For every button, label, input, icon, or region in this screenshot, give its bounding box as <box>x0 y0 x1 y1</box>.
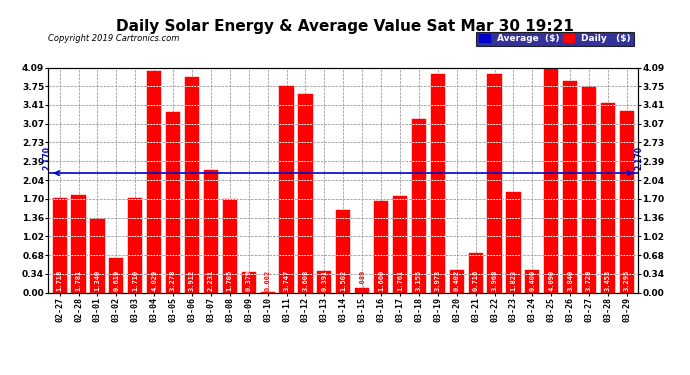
Text: 1.340: 1.340 <box>95 270 101 291</box>
Bar <box>469 253 483 292</box>
Text: 3.728: 3.728 <box>586 270 592 291</box>
Text: 0.391: 0.391 <box>322 270 327 291</box>
Bar <box>279 86 294 292</box>
Text: 0.002: 0.002 <box>265 270 270 291</box>
Text: 3.453: 3.453 <box>605 270 611 291</box>
Text: 0.400: 0.400 <box>529 270 535 291</box>
Bar <box>506 192 520 292</box>
Text: 2.170: 2.170 <box>635 146 644 170</box>
Bar <box>72 195 86 292</box>
Bar <box>90 219 105 292</box>
Text: 3.973: 3.973 <box>435 270 441 291</box>
Text: 3.968: 3.968 <box>491 270 497 291</box>
Legend: Average  ($), Daily   ($): Average ($), Daily ($) <box>477 32 633 46</box>
Text: 1.761: 1.761 <box>397 270 403 291</box>
Text: 0.716: 0.716 <box>473 270 479 291</box>
Text: 1.660: 1.660 <box>378 270 384 291</box>
Bar <box>298 94 313 292</box>
Bar <box>166 112 180 292</box>
Text: 0.089: 0.089 <box>359 270 365 291</box>
Text: 0.379: 0.379 <box>246 270 252 291</box>
Text: 1.781: 1.781 <box>75 270 81 291</box>
Bar <box>393 196 407 292</box>
Bar <box>374 201 388 292</box>
Text: 3.608: 3.608 <box>302 270 308 291</box>
Bar <box>431 74 445 292</box>
Bar <box>52 198 67 292</box>
Bar <box>128 198 142 292</box>
Bar <box>147 71 161 292</box>
Bar <box>412 119 426 292</box>
Text: 0.402: 0.402 <box>454 270 460 291</box>
Bar <box>563 81 578 292</box>
Text: 4.029: 4.029 <box>151 270 157 291</box>
Bar <box>223 199 237 292</box>
Text: 0.619: 0.619 <box>113 270 119 291</box>
Bar <box>109 258 124 292</box>
Text: 3.912: 3.912 <box>189 270 195 291</box>
Text: 1.710: 1.710 <box>132 270 138 291</box>
Text: 3.278: 3.278 <box>170 270 176 291</box>
Bar <box>487 74 502 292</box>
Bar <box>544 68 558 292</box>
Text: 2.231: 2.231 <box>208 270 214 291</box>
Text: 3.155: 3.155 <box>416 270 422 291</box>
Bar <box>241 272 256 292</box>
Text: 3.747: 3.747 <box>284 270 290 291</box>
Text: 1.823: 1.823 <box>511 270 516 291</box>
Text: Copyright 2019 Cartronics.com: Copyright 2019 Cartronics.com <box>48 34 179 43</box>
Bar <box>185 77 199 292</box>
Bar <box>525 270 540 292</box>
Text: 4.090: 4.090 <box>549 270 554 291</box>
Bar <box>601 102 615 292</box>
Text: 1.705: 1.705 <box>227 270 233 291</box>
Text: 3.295: 3.295 <box>624 270 630 291</box>
Text: 2.170: 2.170 <box>43 146 52 170</box>
Bar <box>582 87 596 292</box>
Text: 3.840: 3.840 <box>567 270 573 291</box>
Bar <box>620 111 634 292</box>
Bar <box>317 271 331 292</box>
Bar <box>336 210 351 292</box>
Text: Daily Solar Energy & Average Value Sat Mar 30 19:21: Daily Solar Energy & Average Value Sat M… <box>116 19 574 34</box>
Text: 1.718: 1.718 <box>57 270 63 291</box>
Bar <box>355 288 369 292</box>
Bar <box>204 170 218 292</box>
Text: 1.502: 1.502 <box>340 270 346 291</box>
Bar <box>450 270 464 292</box>
